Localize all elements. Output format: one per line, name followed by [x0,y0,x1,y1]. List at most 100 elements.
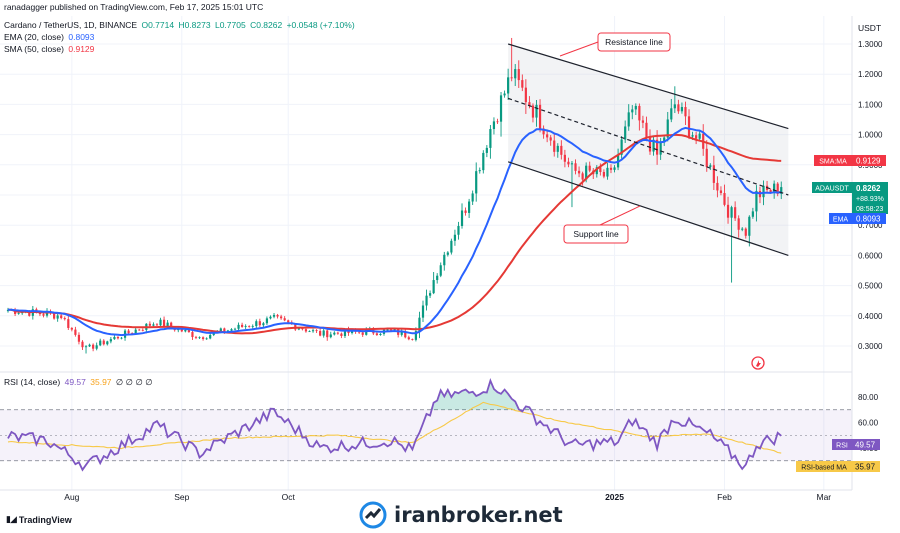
candle-body [684,107,687,117]
candle-body [507,77,510,94]
tradingview-logo[interactable]: ▮◢ TradingView [6,514,72,525]
candle-body [333,332,336,335]
candle-body [262,323,265,326]
candle-body [109,339,112,342]
candle-up [780,181,783,200]
candle-up [400,328,403,337]
candle-body [241,324,244,327]
candle-body [209,334,212,339]
candle-up [99,338,102,347]
candle-body [517,69,520,81]
candle-up [457,221,460,240]
candle-up [333,331,336,336]
support-line [507,161,789,256]
candle-body [641,120,645,123]
candle-body [549,137,552,141]
candle-up [478,167,481,174]
price-axis-unit: USDT [858,23,881,33]
candle-up [255,319,258,330]
candle-body [599,167,602,172]
candle-body [411,339,414,340]
candle-body [695,135,698,139]
candle-body [531,105,535,118]
candle-down [719,186,723,196]
candle-body [223,328,226,333]
candle-body [602,171,605,177]
candle-body [304,329,308,332]
candle-down [602,169,605,179]
candle-body [233,328,237,330]
candle-body [471,193,474,202]
tradingview-logo-icon: ▮◢ [6,514,17,524]
candle-down [723,184,726,207]
candle-down [77,332,81,345]
candle-body [308,331,311,333]
candle-body [595,167,598,175]
candle-body [159,319,162,326]
candle-up [237,322,240,331]
price-tick-label: 0.6000 [858,251,883,260]
candle-down [116,336,120,340]
time-axis[interactable]: Aug Sep Oct 2025 Feb Mar [64,492,831,502]
price-tick-label: 0.5000 [858,282,883,291]
candle-up [680,102,684,114]
ohlc-legend[interactable]: Cardano / TetherUS, 1D, BINANCE O0.7714 … [4,20,357,31]
candle-down [542,125,545,139]
change-value: +0.0548 (+7.10%) [286,20,355,30]
candle-body [99,340,102,346]
candle-body [88,344,91,347]
candle-body [120,337,123,339]
time-tick-label: Feb [717,492,732,502]
candle-body [631,109,634,113]
candle-up [730,205,733,283]
candle-body [343,329,347,336]
candle-body [326,330,329,338]
candle-body [723,193,726,205]
candle-up [251,324,254,329]
candle-body [499,95,503,122]
candle-body [726,204,730,218]
candle-body [656,139,659,155]
candle-body [691,135,694,137]
candle-body [698,133,701,139]
candle-body [134,329,137,334]
channel-midline [507,97,789,196]
symbol-title: Cardano / TetherUS, 1D, BINANCE [4,20,138,30]
candle-up [379,333,382,336]
tradingview-chart-icon[interactable] [751,356,765,370]
time-tick-label: Oct [282,492,296,502]
candle-up [159,317,162,327]
candle-body [194,337,198,338]
price-tag-label: ADAUSDT [815,186,849,193]
candle-body [67,319,70,328]
candle-up [624,120,627,144]
candle-body [336,332,339,334]
candle-down [577,166,581,178]
candle-down [563,149,566,168]
candle-up [329,331,332,339]
candle-body [248,326,251,327]
sma-legend[interactable]: SMA (50, close) 0.9129 [4,44,96,55]
ema-legend[interactable]: EMA (20, close) 0.8093 [4,32,96,43]
rsi-ma-line [7,401,782,454]
candle-up [673,86,676,114]
candle-body [329,334,332,338]
candle-body [645,122,648,138]
candle-up [425,289,428,311]
candle-up [56,313,59,322]
candle-up [311,328,315,333]
price-tick-label: 1.2000 [858,70,883,79]
candle-body [365,329,368,335]
candle-body [687,116,691,137]
candle-body [205,338,208,340]
candle-up [755,185,758,222]
candle-down [397,328,400,338]
candle-body [634,105,637,110]
rsi-legend[interactable]: RSI (14, close) 49.57 35.97 ∅ ∅ ∅ ∅ [4,377,155,388]
candle-body [404,331,407,338]
candle-down [340,332,343,339]
sma-50-line [7,133,782,335]
candle-body [393,329,396,330]
candle-body [673,104,676,109]
ema-20-line [8,126,782,337]
